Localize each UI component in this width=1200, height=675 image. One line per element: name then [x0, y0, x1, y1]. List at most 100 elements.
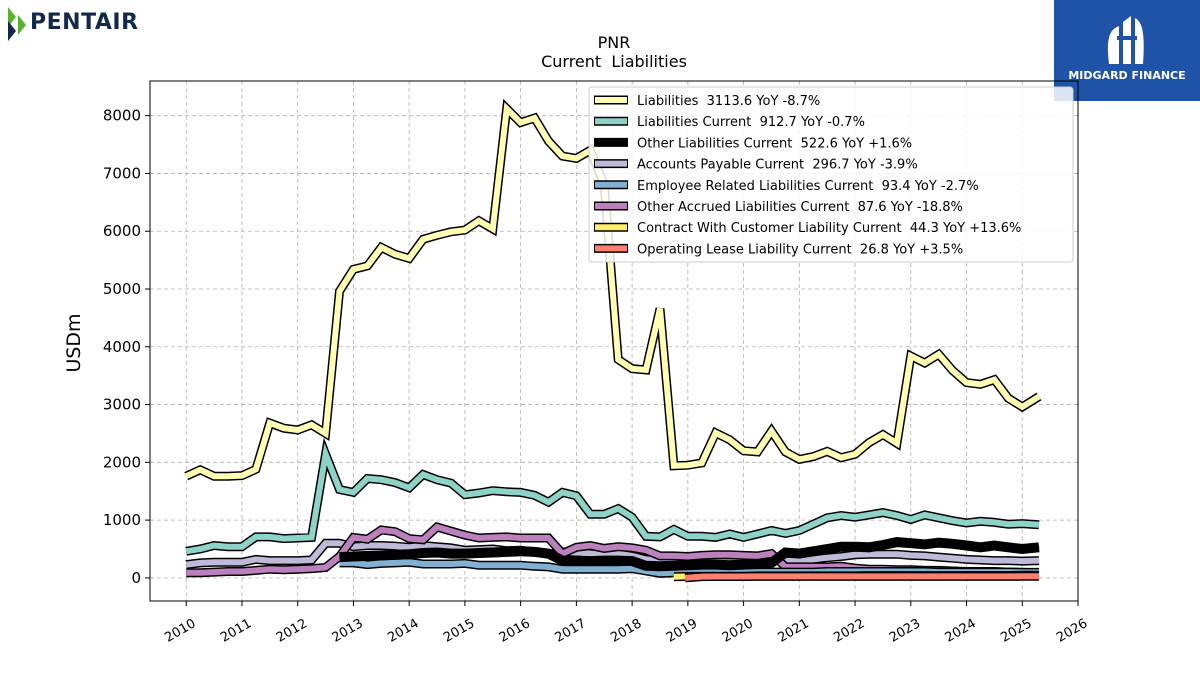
series-point [561, 155, 563, 157]
series-point [450, 547, 452, 549]
x-tick-label: 2023 [887, 616, 923, 646]
series-point [408, 487, 410, 489]
legend-label: Contract With Customer Liability Current… [637, 221, 1021, 236]
series-point [227, 561, 229, 563]
series-point [269, 536, 271, 538]
series-point [729, 554, 731, 556]
series-point [589, 560, 591, 562]
series-point [743, 576, 745, 577]
series-point [798, 560, 800, 562]
series-point [812, 566, 814, 568]
series-point [548, 566, 549, 568]
series-point [882, 575, 884, 577]
series-layer [184, 98, 1042, 583]
series-point [673, 565, 675, 567]
series-point [924, 575, 926, 577]
series-point [993, 560, 995, 562]
series-point [771, 530, 772, 531]
series-point [617, 553, 619, 555]
x-tick-label: 2012 [274, 616, 310, 646]
series-point [589, 568, 591, 570]
series-point [952, 370, 954, 371]
series-point [659, 308, 661, 310]
series-point [924, 362, 926, 364]
plot-frame [149, 80, 1079, 602]
series-point [798, 553, 800, 555]
series-point [617, 568, 619, 570]
series-point [185, 572, 187, 574]
series-point [255, 536, 257, 538]
series-point [380, 562, 382, 564]
series-point [1038, 575, 1040, 577]
series-point [436, 234, 438, 236]
series-point [422, 474, 424, 475]
series-point [589, 553, 591, 555]
series-point [966, 545, 967, 546]
series-point [784, 451, 786, 453]
series-point [910, 542, 912, 544]
series-point [325, 542, 327, 544]
series-point [436, 552, 438, 553]
series-point [492, 536, 494, 538]
series-point [729, 564, 731, 566]
series-point [840, 457, 842, 459]
series-point [325, 453, 327, 455]
series-point [520, 564, 522, 566]
series-point [659, 572, 661, 574]
series-point [896, 541, 898, 543]
series-point [1038, 546, 1040, 548]
series-point [450, 530, 452, 532]
series-point [1007, 575, 1009, 577]
midgard-logo-text: MIDGARD FINANCE [1068, 69, 1186, 82]
series-point [199, 469, 201, 471]
series-point [826, 575, 828, 577]
series-point [311, 568, 313, 570]
series-point [896, 515, 898, 516]
series-point [993, 575, 995, 577]
series-point [283, 569, 285, 571]
series-point [464, 534, 466, 536]
series-point [575, 560, 577, 562]
series-point [993, 379, 995, 381]
series-point [548, 501, 549, 503]
series-point [868, 575, 870, 577]
series-point [743, 554, 745, 556]
series-point [394, 482, 396, 484]
series-point [673, 576, 675, 578]
series-point [938, 517, 940, 519]
y-tick-label: 0 [131, 569, 141, 587]
x-tick-label: 2019 [664, 616, 700, 646]
midgard-finance-logo: MIDGARD FINANCE [1054, 0, 1200, 101]
series-point [199, 572, 201, 574]
series-point [896, 553, 898, 555]
series-point [1038, 396, 1040, 397]
series-point [757, 451, 758, 453]
series-point [436, 526, 438, 528]
series-point [771, 575, 772, 577]
series-point [910, 575, 912, 577]
series-point [882, 512, 884, 514]
series-point [938, 575, 940, 577]
series-point [826, 517, 828, 519]
series-point [450, 231, 452, 233]
x-tick-label: 2011 [218, 616, 254, 646]
series-point [589, 513, 591, 515]
series-point [1038, 560, 1040, 562]
series-line [184, 102, 1041, 480]
y-tick-label: 7000 [103, 164, 141, 182]
x-tick-label: 2013 [330, 616, 366, 646]
series-point [366, 564, 368, 566]
x-tick-label: 2025 [998, 616, 1034, 646]
x-tick-label: 2024 [943, 616, 979, 646]
series-point [366, 478, 368, 479]
series-point [492, 552, 494, 553]
series-point [283, 427, 285, 429]
series-point [422, 563, 424, 565]
series-point [464, 494, 466, 496]
series-point [366, 538, 368, 540]
x-tick-label: 2015 [441, 616, 477, 646]
series-point [241, 546, 243, 548]
series-point [938, 556, 940, 558]
series-point [548, 553, 549, 555]
